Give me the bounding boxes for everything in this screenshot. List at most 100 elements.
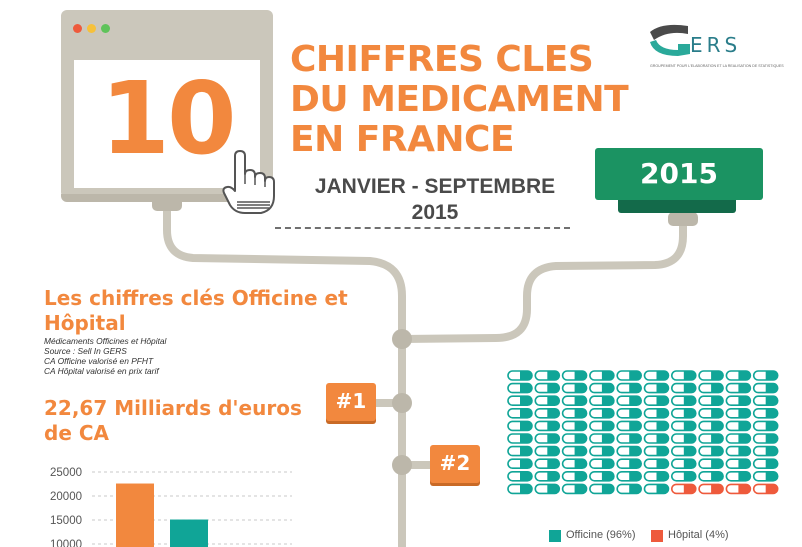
pill-officine xyxy=(671,420,697,432)
section-title: Les chiffres clés Officine et Hôpital xyxy=(44,286,364,336)
period-line-1: JANVIER - SEPTEMBRE xyxy=(314,175,556,198)
legend-officine-swatch xyxy=(549,530,561,542)
pill-officine xyxy=(534,407,561,419)
pill-officine xyxy=(616,407,642,419)
note-line: CA Hôpital valorisé en prix tarif xyxy=(44,366,159,376)
pill-officine xyxy=(698,395,724,407)
headline-line-1: CHIFFRES CLES xyxy=(290,39,594,80)
pill-officine xyxy=(752,420,779,432)
pill-officine xyxy=(561,445,588,457)
pill-officine xyxy=(752,370,779,381)
note-line: Médicaments Officines et Hôpital xyxy=(44,336,167,346)
pill-officine xyxy=(698,370,724,381)
pill-officine xyxy=(534,445,561,457)
pill-officine xyxy=(725,407,752,419)
pill-hopital xyxy=(698,483,724,495)
pill-chart xyxy=(507,370,779,495)
pill-officine xyxy=(589,471,615,482)
pill-officine xyxy=(752,445,779,457)
window-dot-red-icon xyxy=(73,24,82,33)
pill-officine xyxy=(589,407,615,419)
logo-text: ERS xyxy=(690,33,742,57)
pill-officine xyxy=(534,395,561,407)
bar-chart: 25000 20000 15000 10000 xyxy=(50,467,292,547)
year-badge: 2015 xyxy=(595,148,763,200)
pill-officine xyxy=(507,395,533,407)
pill-officine xyxy=(507,370,533,381)
pill-officine xyxy=(616,471,642,482)
pill-officine xyxy=(643,483,670,495)
pill-officine xyxy=(589,382,615,394)
pill-officine xyxy=(698,445,724,457)
pill-officine xyxy=(507,382,533,394)
pill-officine xyxy=(507,445,533,457)
headline: CHIFFRES CLES DU MEDICAMENT EN FRANCE xyxy=(290,40,660,160)
y-tick-label: 10000 xyxy=(50,539,82,547)
pill-officine xyxy=(561,433,588,444)
pill-officine xyxy=(671,445,697,457)
tag-1: #1 xyxy=(326,383,376,421)
section-title-line-1: Les chiffres clés Officine et xyxy=(44,286,348,310)
y-tick-label: 25000 xyxy=(50,467,82,479)
bar-officine xyxy=(116,483,154,547)
pill-officine xyxy=(616,458,642,469)
pill-officine xyxy=(671,471,697,482)
pill-hopital xyxy=(752,483,779,495)
pill-officine xyxy=(589,433,615,444)
pill-hopital xyxy=(671,483,697,495)
pill-officine xyxy=(534,370,561,381)
legend-hopital-swatch xyxy=(651,530,663,542)
legend-officine-label: Officine (96%) xyxy=(566,529,636,541)
y-tick-label: 15000 xyxy=(50,515,82,527)
logo-subtitle: GROUPEMENT POUR L'ELABORATION ET LA REAL… xyxy=(650,64,784,68)
gers-logo-icon xyxy=(650,24,690,56)
pill-officine xyxy=(507,483,533,495)
pill-officine xyxy=(589,458,615,469)
bar-hpital xyxy=(170,519,208,547)
window-dot-yellow-icon xyxy=(87,24,96,33)
pill-officine xyxy=(643,395,670,407)
pill-officine xyxy=(752,407,779,419)
period-line-2: 2015 xyxy=(411,201,459,224)
pill-officine xyxy=(671,382,697,394)
pill-officine xyxy=(643,445,670,457)
pill-officine xyxy=(616,433,642,444)
pill-officine xyxy=(589,445,615,457)
pill-officine xyxy=(643,420,670,432)
headline-line-3: EN FRANCE xyxy=(290,119,515,160)
pill-officine xyxy=(616,445,642,457)
revenue-line-2: de CA xyxy=(44,421,109,445)
pill-officine xyxy=(643,458,670,469)
pill-officine xyxy=(561,395,588,407)
pill-officine xyxy=(534,471,561,482)
pill-officine xyxy=(616,420,642,432)
pill-officine xyxy=(725,382,752,394)
pill-officine xyxy=(616,483,642,495)
pill-officine xyxy=(725,433,752,444)
pill-officine xyxy=(616,382,642,394)
pill-officine xyxy=(752,382,779,394)
pill-officine xyxy=(643,382,670,394)
pill-officine xyxy=(561,420,588,432)
pill-officine xyxy=(671,458,697,469)
pill-officine xyxy=(698,382,724,394)
note-line: CA Officine valorisé en PFHT xyxy=(44,356,154,366)
pill-officine xyxy=(589,483,615,495)
y-tick-label: 20000 xyxy=(50,491,82,503)
pill-officine xyxy=(534,433,561,444)
note-line: Source : Sell In GERS xyxy=(44,346,127,356)
pill-officine xyxy=(534,458,561,469)
pill-officine xyxy=(698,471,724,482)
pill-officine xyxy=(725,445,752,457)
pill-officine xyxy=(643,370,670,381)
pill-officine xyxy=(752,395,779,407)
pill-officine xyxy=(534,420,561,432)
pill-officine xyxy=(616,395,642,407)
hand-cursor-icon xyxy=(222,150,275,214)
pill-officine xyxy=(698,407,724,419)
pill-officine xyxy=(752,471,779,482)
window-dot-green-icon xyxy=(101,24,110,33)
pill-officine xyxy=(671,395,697,407)
pill-officine xyxy=(698,458,724,469)
pill-officine xyxy=(671,433,697,444)
